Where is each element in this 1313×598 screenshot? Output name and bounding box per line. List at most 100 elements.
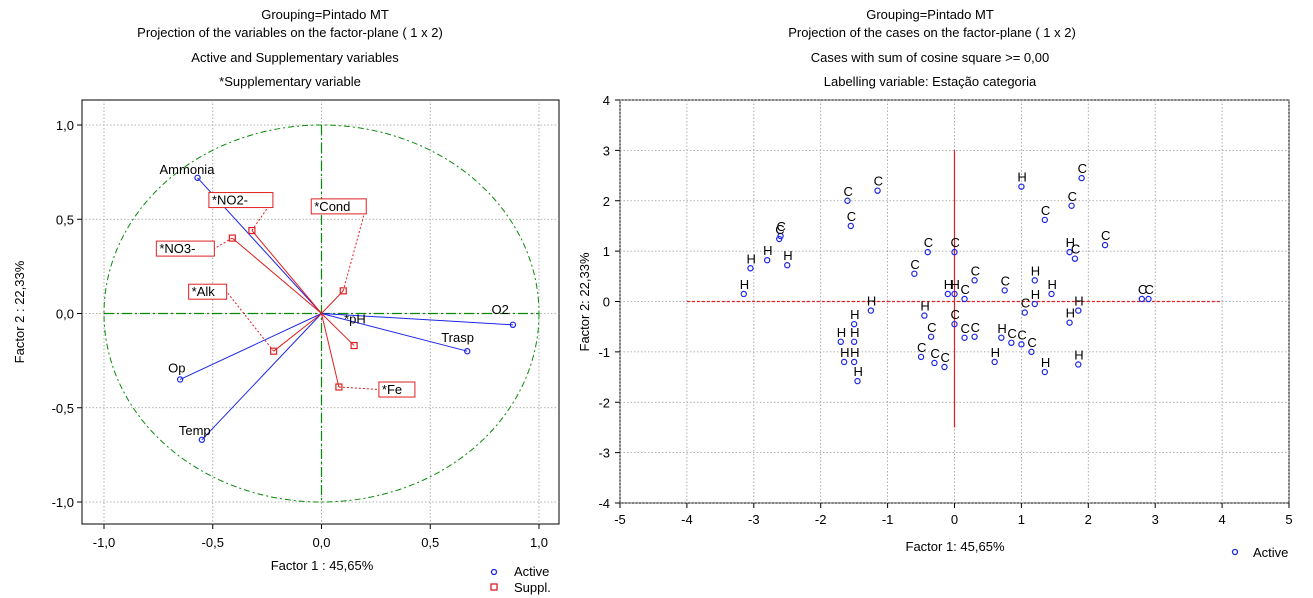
case-label: C	[961, 282, 970, 297]
case-label: H	[837, 325, 846, 340]
legend-active-marker	[1231, 548, 1239, 556]
right-title-line-2: Projection of the cases on the factor-pl…	[788, 25, 1076, 40]
case-label: H	[997, 321, 1006, 336]
left-title-line-3: Active and Supplementary variables	[191, 50, 399, 65]
right-y-tick-label: -3	[598, 446, 610, 461]
case-label: H	[850, 345, 859, 360]
suppl-leader-line	[342, 206, 367, 292]
case-label: C	[1027, 335, 1036, 350]
suppl-leader-line	[214, 237, 233, 250]
suppl-label: *NO3-	[159, 241, 195, 256]
suppl-label: *Alk	[192, 284, 216, 299]
case-point	[941, 363, 948, 371]
case-point	[1018, 341, 1025, 348]
left-y-tick-label: -1,0	[52, 495, 74, 510]
case-point	[844, 197, 851, 204]
right-x-tick-label: -5	[614, 512, 626, 527]
left-y-tick-label: 0,5	[56, 212, 74, 227]
case-point	[840, 358, 848, 366]
variables-panel: Grouping=Pintado MT Projection of the va…	[12, 7, 560, 595]
suppl-label-box	[208, 192, 274, 209]
case-point	[1028, 348, 1035, 356]
case-point	[991, 358, 998, 366]
left-y-tick-label: -0,5	[52, 401, 74, 416]
case-point	[854, 377, 861, 385]
case-label: H	[1066, 235, 1075, 250]
case-point	[1001, 287, 1008, 294]
left-y-axis-label: Factor 2 : 22,33%	[12, 260, 27, 363]
suppl-point	[248, 226, 256, 235]
case-label: C	[847, 209, 856, 224]
suppl-label-box	[378, 381, 416, 398]
case-label: H	[951, 277, 960, 292]
right-x-tick-label: -1	[882, 512, 894, 527]
right-x-tick-label: 3	[1152, 512, 1159, 527]
left-tick-marks: -1,0 -0,5 0,0 0,5 1,0 1,0 0,5 0,0 -0,5 -1,0	[52, 118, 548, 550]
case-label: C	[1007, 326, 1016, 341]
case-point	[1078, 174, 1085, 182]
case-label: C	[1021, 296, 1030, 311]
right-y-tick-label: -4	[598, 496, 610, 511]
active-label-ammonia: Ammonia	[160, 162, 216, 177]
case-point	[1021, 309, 1028, 316]
case-label: H	[867, 294, 876, 309]
case-label: H	[740, 277, 749, 292]
case-point	[1048, 290, 1055, 298]
case-point	[1041, 368, 1049, 376]
case-label: C	[777, 219, 786, 234]
suppl-vector	[321, 313, 355, 346]
right-title-line-4: Labelling variable: Estação categoria	[824, 74, 1037, 89]
right-x-tick-label: 1	[1018, 512, 1025, 527]
suppl-point	[228, 234, 236, 242]
case-point	[1031, 277, 1038, 284]
right-x-tick-label: -4	[681, 512, 693, 527]
case-label: H	[853, 364, 862, 379]
left-x-tick-label: 0,0	[312, 535, 330, 550]
suppl-vector	[232, 237, 322, 314]
right-x-tick-label: -2	[815, 512, 827, 527]
case-label: C	[951, 307, 960, 322]
case-label: C	[874, 174, 883, 189]
case-label: H	[1031, 287, 1040, 302]
case-point	[961, 295, 968, 303]
case-point	[777, 232, 784, 240]
left-x-tick-label: -1,0	[93, 535, 115, 550]
case-point	[1075, 361, 1082, 368]
case-point	[850, 358, 858, 366]
case-point	[931, 359, 938, 367]
case-label: C	[951, 235, 960, 250]
legend-active-label: Active	[1253, 545, 1288, 560]
case-label: C	[843, 184, 852, 199]
right-x-tick-label: 4	[1218, 512, 1225, 527]
active-label-temp: Temp	[179, 423, 211, 438]
left-title-line-2: Projection of the variables on the facto…	[137, 25, 443, 40]
right-y-tick-label: 4	[603, 93, 610, 108]
left-title-line-4: *Supplementary variable	[219, 74, 361, 89]
suppl-point	[339, 287, 347, 295]
left-legend: Active Suppl.	[490, 564, 551, 595]
left-variable-vectors: Ammonia O2 Trasp Op Temp *NO2- *NO3- *Cond *Alk *…	[155, 162, 517, 443]
left-x-tick-label: 0,5	[421, 535, 439, 550]
suppl-label: *NO2-	[212, 193, 248, 208]
case-point	[850, 320, 858, 328]
case-point	[917, 353, 925, 361]
case-point	[1138, 295, 1146, 303]
case-point	[784, 262, 791, 269]
case-point	[1066, 248, 1073, 256]
right-y-tick-label: 2	[603, 194, 610, 209]
case-point	[1075, 307, 1082, 314]
suppl-label-box	[188, 283, 228, 300]
case-point	[776, 235, 783, 243]
right-y-tick-label: 1	[603, 244, 610, 259]
case-label: C	[1017, 327, 1026, 342]
case-label: H	[944, 277, 953, 292]
case-point	[1041, 216, 1049, 224]
unit-circle	[103, 124, 540, 503]
case-label: C	[1071, 242, 1080, 257]
cases-panel: Grouping=Pintado MT Projection of the ca…	[577, 7, 1293, 560]
case-label: C	[1001, 273, 1010, 288]
case-point	[971, 277, 978, 284]
case-label: C	[924, 235, 933, 250]
case-label: C	[917, 340, 926, 355]
